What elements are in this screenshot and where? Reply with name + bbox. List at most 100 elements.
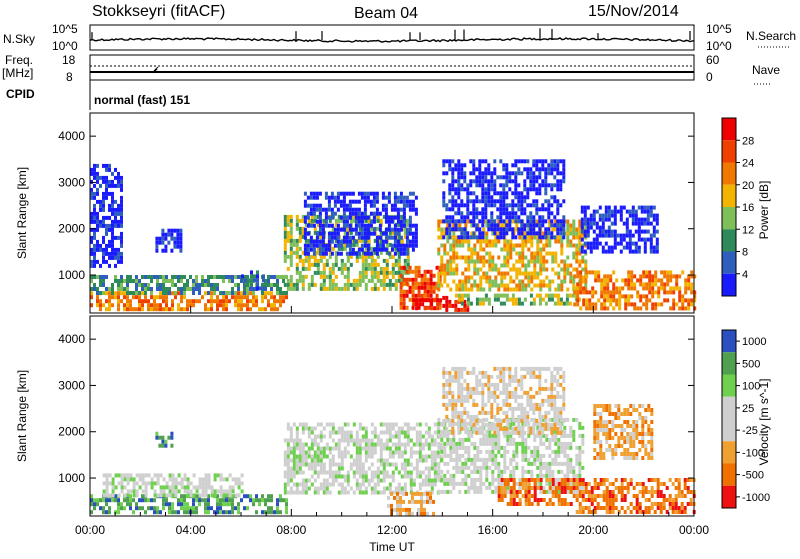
- data-cell: [594, 270, 597, 274]
- data-cell: [352, 228, 355, 232]
- data-cell: [431, 467, 434, 471]
- data-cell: [196, 489, 199, 493]
- data-cell: [96, 224, 99, 228]
- data-cell: [600, 286, 603, 290]
- data-cell: [96, 228, 99, 232]
- data-cell: [328, 240, 331, 244]
- data-cell: [332, 287, 335, 291]
- data-cell: [535, 179, 538, 183]
- data-cell: [442, 199, 445, 203]
- data-cell: [377, 271, 380, 275]
- data-cell: [458, 438, 461, 442]
- data-cell: [602, 246, 605, 250]
- data-cell: [273, 307, 276, 311]
- data-cell: [482, 260, 485, 264]
- data-cell: [469, 235, 472, 239]
- data-cell: [467, 446, 470, 450]
- data-cell: [397, 212, 400, 216]
- data-cell: [533, 252, 536, 256]
- data-cell: [392, 471, 395, 475]
- data-cell: [142, 489, 145, 493]
- data-cell: [647, 230, 650, 234]
- data-cell: [313, 248, 316, 252]
- data-cell: [349, 224, 352, 228]
- data-cell: [602, 234, 605, 238]
- data-cell: [367, 248, 370, 252]
- data-cell: [511, 235, 514, 239]
- data-cell: [536, 446, 539, 450]
- data-cell: [225, 307, 228, 311]
- data-cell: [642, 282, 645, 286]
- data-cell: [282, 299, 285, 303]
- data-cell: [387, 504, 390, 508]
- data-cell: [216, 307, 219, 311]
- data-cell: [530, 244, 533, 248]
- data-cell: [466, 215, 469, 219]
- data-cell: [487, 203, 490, 207]
- data-cell: [554, 256, 557, 260]
- data-cell: [361, 236, 364, 240]
- data-cell: [455, 272, 458, 276]
- data-cell: [293, 447, 296, 451]
- data-cell: [171, 283, 174, 287]
- data-cell: [476, 302, 479, 306]
- data-cell: [442, 367, 445, 371]
- data-cell: [505, 183, 508, 187]
- data-cell: [117, 172, 120, 176]
- data-cell: [684, 286, 687, 290]
- data-cell: [530, 272, 533, 276]
- data-cell: [279, 303, 282, 307]
- data-cell: [566, 236, 569, 240]
- data-cell: [358, 252, 361, 256]
- data-cell: [635, 214, 638, 218]
- data-cell: [377, 459, 380, 463]
- data-cell: [603, 282, 606, 286]
- data-cell: [449, 264, 452, 268]
- data-cell: [521, 288, 524, 292]
- data-cell: [380, 279, 383, 283]
- data-cell: [687, 282, 690, 286]
- data-cell: [569, 426, 572, 430]
- data-cell: [304, 236, 307, 240]
- data-cell: [437, 446, 440, 450]
- data-cell: [392, 463, 395, 467]
- data-cell: [165, 275, 168, 279]
- data-cell: [485, 458, 488, 462]
- data-cell: [581, 222, 584, 226]
- data-cell: [344, 455, 347, 459]
- data-cell: [506, 252, 509, 256]
- data-cell: [349, 228, 352, 232]
- data-cell: [442, 304, 445, 308]
- data-cell: [352, 236, 355, 240]
- data-cell: [96, 172, 99, 176]
- data-cell: [418, 290, 421, 294]
- data-cell: [581, 256, 584, 260]
- data-cell: [502, 231, 505, 235]
- data-cell: [326, 259, 329, 263]
- data-cell: [475, 199, 478, 203]
- data-cell: [93, 232, 96, 236]
- data-cell: [542, 466, 545, 470]
- data-cell: [365, 475, 368, 479]
- data-cell: [124, 485, 127, 489]
- data-cell: [481, 199, 484, 203]
- data-cell: [542, 260, 545, 264]
- data-cell: [341, 451, 344, 455]
- data-cell: [423, 492, 426, 496]
- data-cell: [608, 246, 611, 250]
- data-cell: [424, 290, 427, 294]
- data-cell: [419, 475, 422, 479]
- data-cell: [560, 302, 563, 306]
- data-cell: [362, 479, 365, 483]
- data-cell: [368, 479, 371, 483]
- data-cell: [195, 299, 198, 303]
- data-cell: [219, 498, 222, 502]
- data-cell: [403, 200, 406, 204]
- data-cell: [393, 508, 396, 512]
- data-cell: [210, 506, 213, 510]
- data-cell: [506, 284, 509, 288]
- data-cell: [512, 454, 515, 458]
- data-cell: [279, 494, 282, 498]
- data-cell: [524, 268, 527, 272]
- data-cell: [388, 192, 391, 196]
